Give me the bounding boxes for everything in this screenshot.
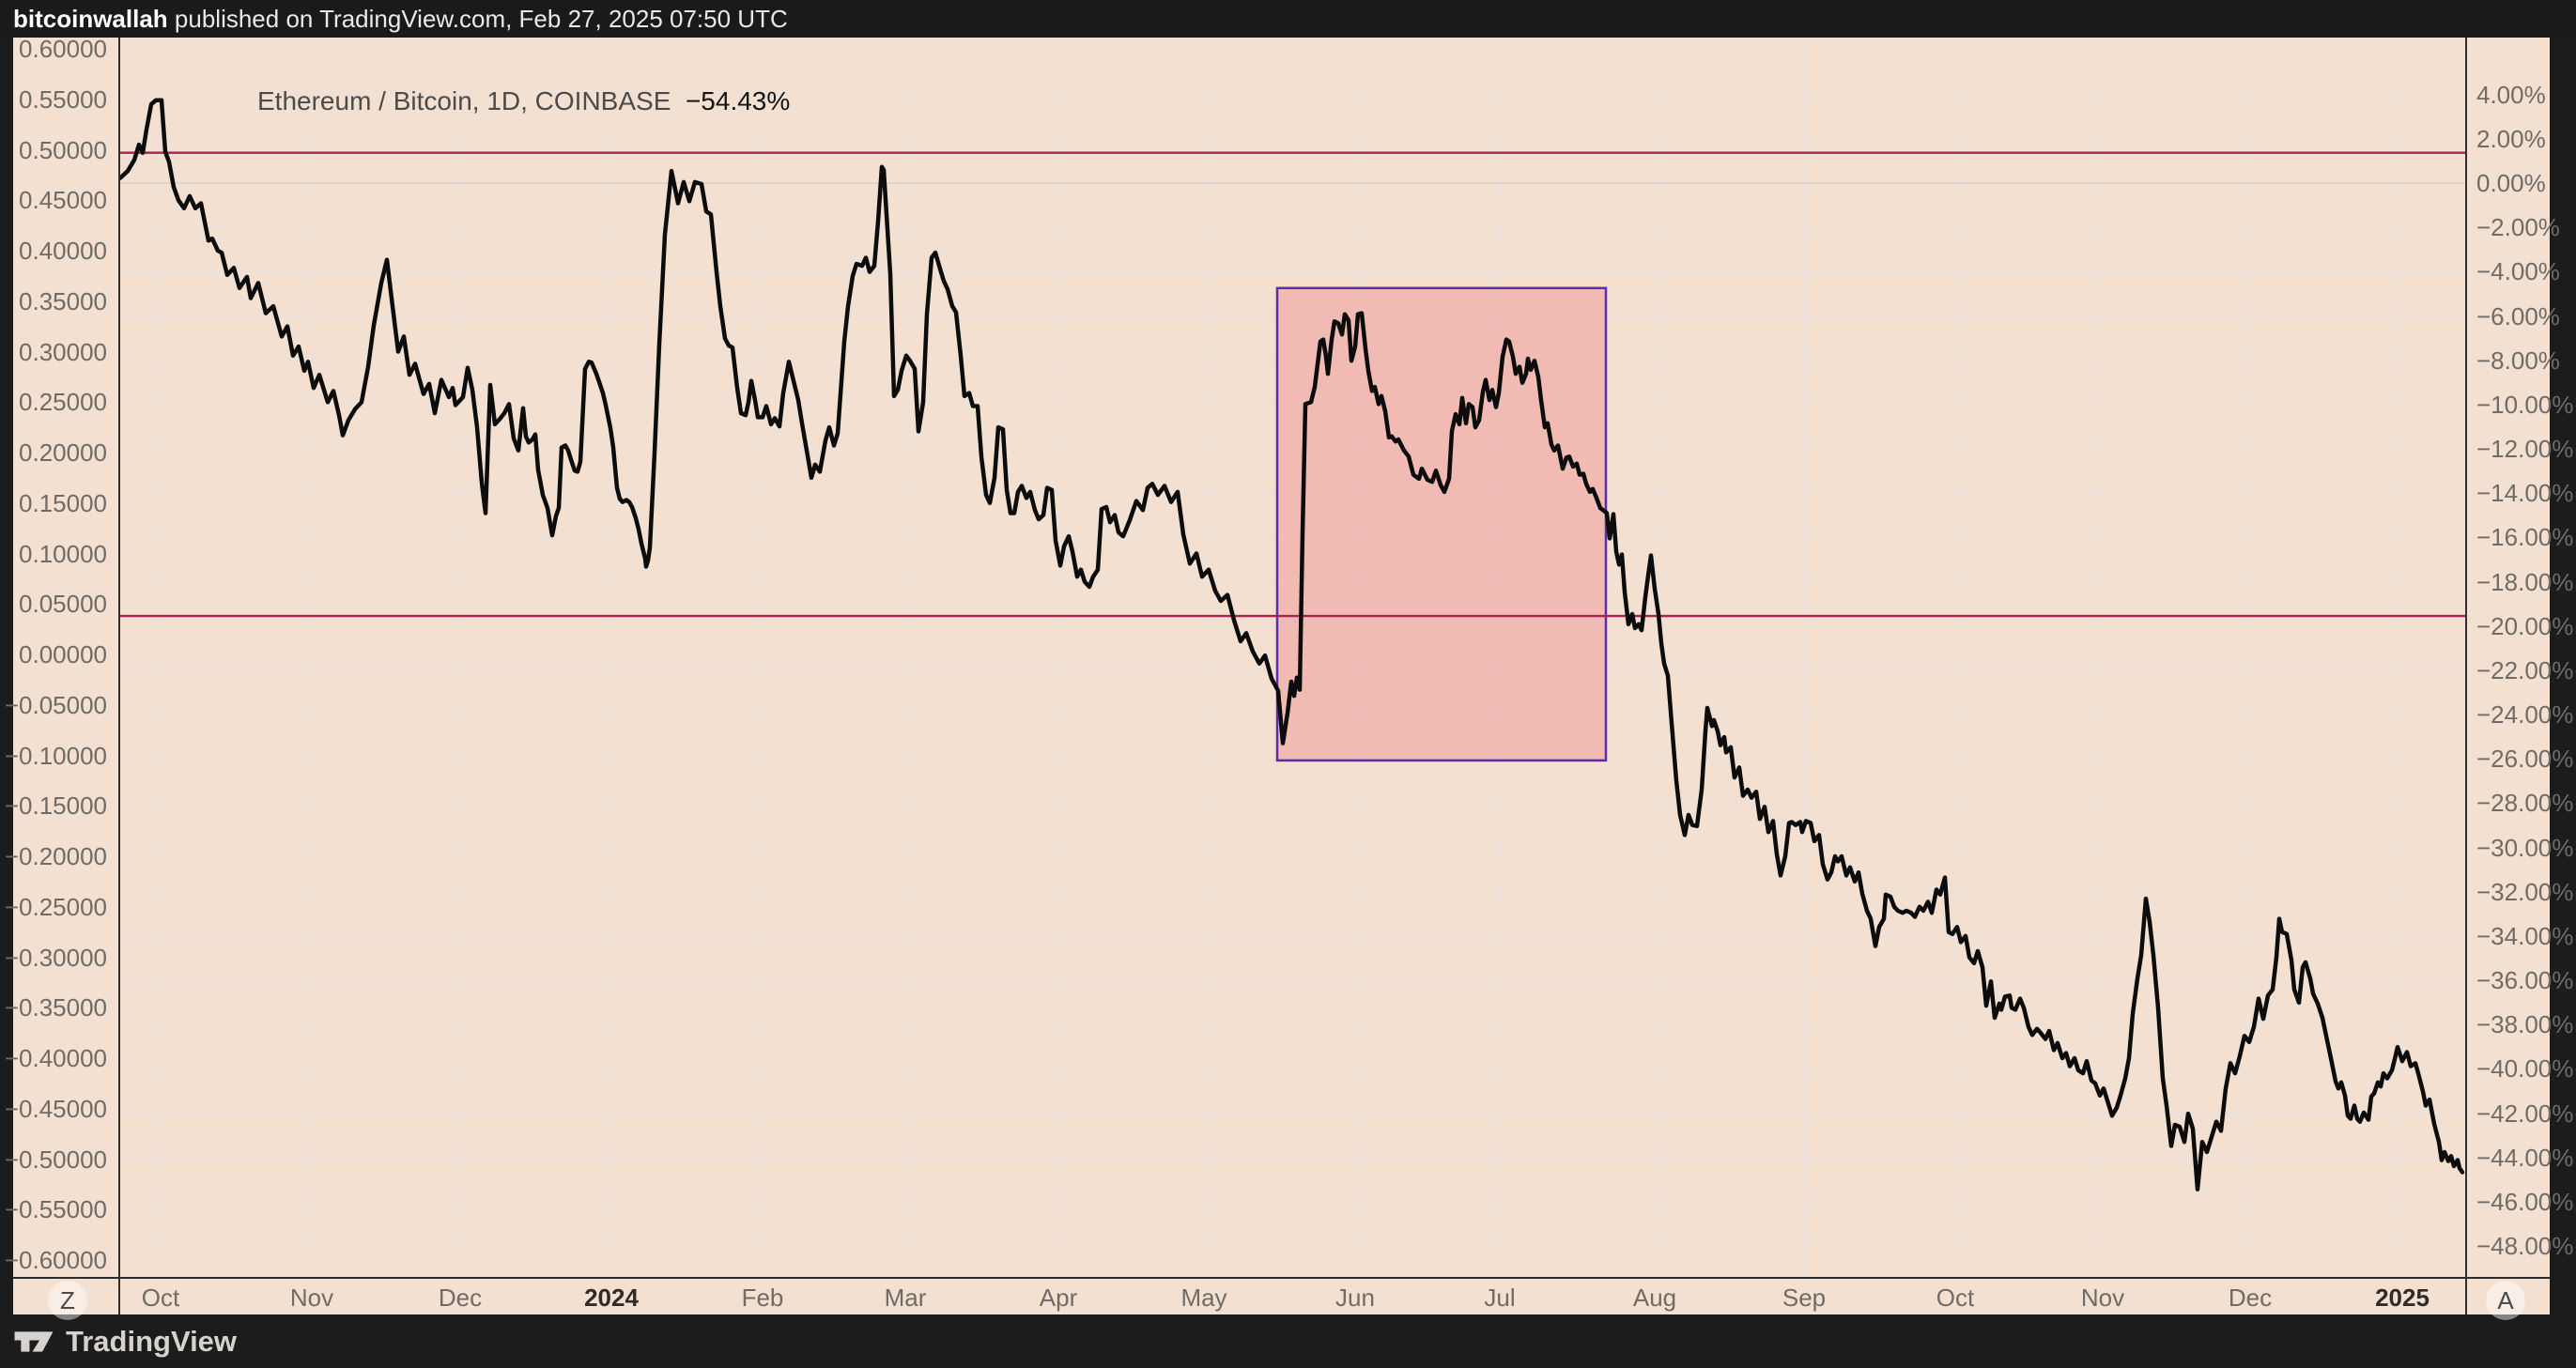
footer-brand-text[interactable]: TradingView bbox=[66, 1325, 238, 1358]
price-axis-right[interactable]: 4.00% 2.00% 0.00% −2.00% −4.00% −6.00% −8.00% −… bbox=[2465, 38, 2573, 1277]
time-axis-label: Jul bbox=[1484, 1283, 1516, 1312]
right-axis-tick: 2.00% bbox=[2476, 124, 2546, 153]
right-axis-tick: −42.00% bbox=[2476, 1099, 2574, 1128]
left-axis-tick: 0.50000 bbox=[19, 135, 107, 164]
left-axis-tick: −0.60000 bbox=[4, 1246, 107, 1274]
symbol-title: Ethereum / Bitcoin, 1D, COINBASE bbox=[257, 86, 671, 115]
time-axis-label: Sep bbox=[1782, 1283, 1827, 1312]
time-axis-label: Dec bbox=[2228, 1283, 2273, 1312]
right-axis-tick: −36.00% bbox=[2476, 966, 2574, 995]
left-axis-tick: −0.10000 bbox=[4, 741, 107, 770]
time-axis-label: May bbox=[1180, 1283, 1227, 1312]
time-axis-label: Jun bbox=[1335, 1283, 1375, 1312]
time-axis-label: 2024 bbox=[584, 1283, 639, 1312]
left-axis-tick: −0.40000 bbox=[4, 1044, 107, 1072]
right-axis-tick: −22.00% bbox=[2476, 655, 2574, 684]
time-axis-label: 2025 bbox=[2375, 1283, 2429, 1312]
right-axis-tick: −14.00% bbox=[2476, 479, 2574, 508]
left-axis-tick: 0.15000 bbox=[19, 488, 107, 517]
time-axis-label: Oct bbox=[141, 1283, 180, 1312]
right-axis-tick: −20.00% bbox=[2476, 611, 2574, 640]
plot-area[interactable]: Ethereum / Bitcoin, 1D, COINBASE −54.43% bbox=[120, 38, 2465, 1277]
right-axis-tick: −44.00% bbox=[2476, 1143, 2574, 1172]
timezone-button[interactable]: Z bbox=[48, 1281, 87, 1320]
left-axis-tick: −0.30000 bbox=[4, 943, 107, 972]
left-axis-tick: −0.15000 bbox=[4, 792, 107, 821]
right-axis-tick: −34.00% bbox=[2476, 921, 2574, 950]
footer-bar: TradingView bbox=[13, 1318, 237, 1365]
right-axis-tick: −16.00% bbox=[2476, 523, 2574, 552]
publish-bar: bitcoinwallah published on TradingView.c… bbox=[0, 0, 2576, 38]
right-axis-tick: −24.00% bbox=[2476, 700, 2574, 730]
left-axis-tick: 0.25000 bbox=[19, 388, 107, 417]
auto-scale-button[interactable]: A bbox=[2486, 1281, 2525, 1320]
left-axis-tick: 0.10000 bbox=[19, 539, 107, 568]
right-axis-tick: −46.00% bbox=[2476, 1187, 2574, 1216]
price-chart[interactable] bbox=[120, 38, 2465, 1277]
left-axis-tick: 0.35000 bbox=[19, 286, 107, 315]
time-axis-label: Feb bbox=[741, 1283, 784, 1312]
highlight-box[interactable] bbox=[1275, 286, 1608, 762]
time-axis-label: Nov bbox=[2080, 1283, 2125, 1312]
left-axis-tick: 0.20000 bbox=[19, 438, 107, 467]
right-axis-separator bbox=[2465, 38, 2467, 1314]
left-axis-tick: 0.55000 bbox=[19, 85, 107, 114]
time-axis[interactable]: Oct Nov Dec 2024 Feb Mar Apr May Jun Jul Aug Sep Oct… bbox=[13, 1277, 2550, 1314]
publisher-username: bitcoinwallah bbox=[13, 4, 168, 33]
right-axis-tick: −12.00% bbox=[2476, 435, 2574, 464]
left-axis-separator bbox=[118, 38, 120, 1314]
right-axis-tick: −48.00% bbox=[2476, 1232, 2574, 1261]
left-axis-tick: 0.45000 bbox=[19, 186, 107, 215]
left-axis-tick: −0.05000 bbox=[4, 690, 107, 719]
right-axis-tick: −38.00% bbox=[2476, 1010, 2574, 1039]
right-axis-tick: −18.00% bbox=[2476, 567, 2574, 596]
chart-legend[interactable]: Ethereum / Bitcoin, 1D, COINBASE −54.43% bbox=[257, 86, 790, 116]
time-axis-label: Oct bbox=[1936, 1283, 1975, 1312]
time-axis-label: Dec bbox=[438, 1283, 483, 1312]
publish-info-text: published on TradingView.com, Feb 27, 20… bbox=[167, 4, 788, 33]
right-axis-tick: −40.00% bbox=[2476, 1054, 2574, 1084]
right-axis-tick: −30.00% bbox=[2476, 833, 2574, 862]
right-axis-tick: 0.00% bbox=[2476, 169, 2546, 197]
left-axis-tick: −0.50000 bbox=[4, 1145, 107, 1174]
time-axis-label: Mar bbox=[884, 1283, 927, 1312]
chart-stage: Ethereum / Bitcoin, 1D, COINBASE −54.43%… bbox=[5, 35, 2573, 1320]
left-axis-tick: 0.60000 bbox=[19, 35, 107, 63]
right-axis-tick: −4.00% bbox=[2476, 257, 2560, 286]
time-axis-label: Aug bbox=[1632, 1283, 1677, 1312]
left-axis-tick: 0.00000 bbox=[19, 640, 107, 669]
time-axis-label: Nov bbox=[289, 1283, 334, 1312]
left-axis-tick: −0.25000 bbox=[4, 892, 107, 921]
left-axis-tick: −0.55000 bbox=[4, 1195, 107, 1224]
right-axis-tick: −28.00% bbox=[2476, 789, 2574, 818]
left-axis-tick: −0.45000 bbox=[4, 1094, 107, 1123]
right-axis-tick: 4.00% bbox=[2476, 80, 2546, 109]
right-axis-tick: −2.00% bbox=[2476, 213, 2560, 242]
price-line bbox=[120, 98, 2465, 1191]
right-axis-tick: −10.00% bbox=[2476, 390, 2574, 419]
right-axis-tick: −8.00% bbox=[2476, 346, 2560, 375]
left-axis-tick: 0.40000 bbox=[19, 237, 107, 265]
tradingview-logo-icon bbox=[13, 1323, 54, 1360]
left-axis-tick: 0.05000 bbox=[19, 590, 107, 619]
right-axis-tick: −26.00% bbox=[2476, 745, 2574, 774]
left-axis-tick: 0.30000 bbox=[19, 337, 107, 366]
right-axis-tick: −32.00% bbox=[2476, 877, 2574, 906]
time-axis-label: Apr bbox=[1039, 1283, 1078, 1312]
left-axis-tick: −0.20000 bbox=[4, 842, 107, 870]
price-axis-left[interactable]: 0.60000 0.55000 0.50000 0.45000 0.40000 0.350… bbox=[5, 35, 120, 1277]
right-axis-tick: −6.00% bbox=[2476, 301, 2560, 330]
change-percent-value: −54.43% bbox=[685, 86, 791, 115]
left-axis-tick: −0.35000 bbox=[4, 993, 107, 1022]
